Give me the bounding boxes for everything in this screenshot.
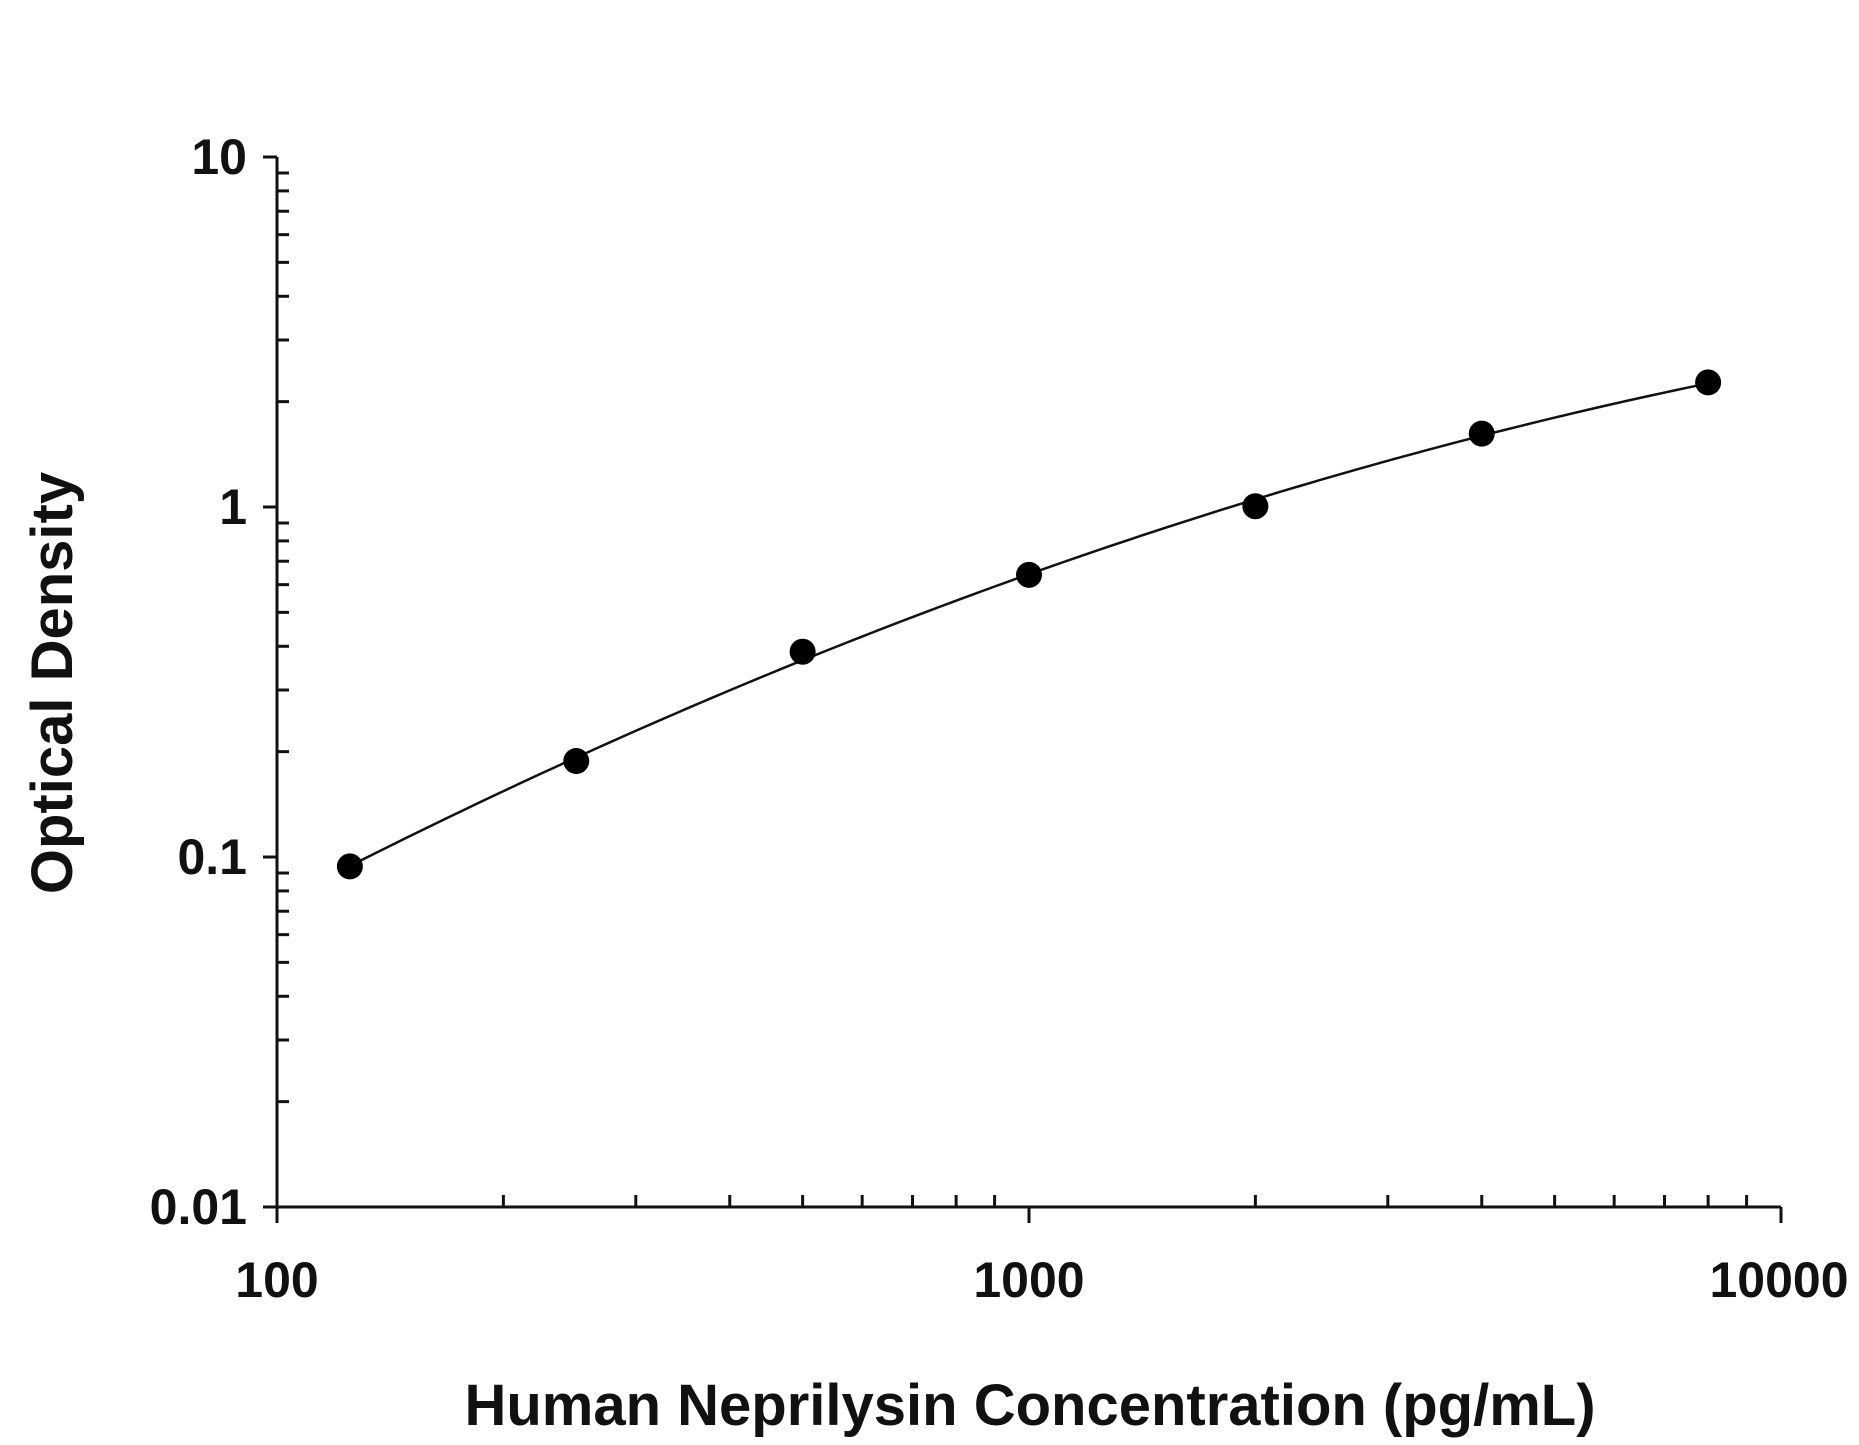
data-point [789,638,816,665]
y-tick-label: 1 [219,479,247,535]
y-tick-label: 0.01 [150,1179,247,1235]
x-tick-label: 10000 [1709,1252,1848,1308]
y-tick-label: 10 [191,129,247,185]
data-point [1242,493,1269,520]
fit-curve-layer [349,382,1709,868]
x-tick-label: 1000 [973,1252,1084,1308]
data-point [563,748,590,775]
y-axis-title: Optical Density [20,472,85,894]
tick-labels: 0.01 0.1 1 10 100 1000 10000 [150,129,1849,1308]
data-points [336,369,1722,880]
y-tick-label: 0.1 [177,829,247,885]
x-axis-title: Human Neprilysin Concentration (pg/mL) [464,1373,1595,1438]
data-point [1016,561,1042,588]
axes [263,155,1783,1223]
data-point [1695,369,1722,396]
data-point [1468,420,1495,447]
fit-curve [349,382,1709,868]
data-point [336,853,363,880]
x-tick-label: 100 [235,1252,318,1308]
